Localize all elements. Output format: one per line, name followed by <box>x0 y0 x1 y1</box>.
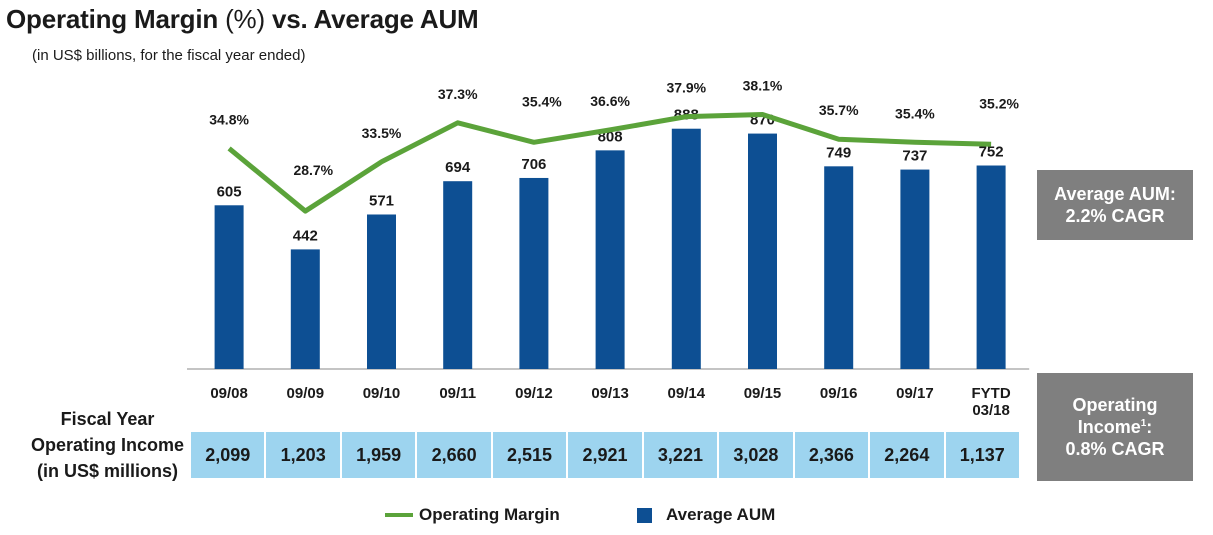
x-tick-label: 09/14 <box>668 385 706 402</box>
title-main: Operating Margin <box>6 4 219 34</box>
bar-value-label: 737 <box>902 148 927 165</box>
legend-bar-label: Average AUM <box>666 505 776 524</box>
x-tick-label: 09/09 <box>287 385 325 402</box>
line-value-label: 37.3% <box>438 86 478 102</box>
operating-income-cell: 2,921 <box>568 432 644 478</box>
operating-income-cell: 2,366 <box>794 432 871 478</box>
operating-income-cell: 1,959 <box>341 432 418 478</box>
bar-average-aum <box>214 205 244 369</box>
line-value-label: 35.4% <box>522 93 562 109</box>
x-tick-label: FYTD <box>972 385 1011 402</box>
operating-income-row-label: Fiscal Year Operating Income (in US$ mil… <box>20 406 195 484</box>
x-tick-label: 09/13 <box>591 385 629 402</box>
line-value-label: 33.5% <box>362 125 402 141</box>
bar-average-aum <box>290 249 320 369</box>
line-value-label: 36.6% <box>590 93 630 109</box>
chart-title: Operating Margin (%) vs. Average AUM <box>6 4 479 35</box>
line-value-label: 35.4% <box>895 105 935 121</box>
aum-callout-line2: 2.2% CAGR <box>1065 206 1165 226</box>
operating-margin-line <box>227 112 992 214</box>
bar-average-aum <box>671 128 701 369</box>
bar-average-aum <box>824 166 854 369</box>
operating-income-cell: 1,137 <box>945 432 1019 478</box>
operating-income-cagr-callout: Operating Income1: 0.8% CAGR <box>1037 373 1193 481</box>
row-label-line3: (in US$ millions) <box>36 461 178 481</box>
x-tick-label: 09/11 <box>439 385 476 402</box>
bar-average-aum <box>900 169 930 369</box>
operating-income-cell: 3,028 <box>719 432 795 478</box>
footnote-marker: 1 <box>1140 418 1147 429</box>
oi-callout-line2: Income1: <box>1078 416 1153 438</box>
bar-swatch-icon <box>637 507 652 523</box>
line-value-label: 37.9% <box>666 80 706 96</box>
bar-value-label: 749 <box>826 144 851 161</box>
bar-value-label: 442 <box>293 227 318 244</box>
title-rest: vs. Average AUM <box>271 4 479 34</box>
bar-value-label: 706 <box>521 156 546 173</box>
bar-value-label: 605 <box>217 183 242 200</box>
x-tick-label: 09/08 <box>210 385 248 402</box>
legend-line-label: Operating Margin <box>419 505 560 524</box>
bar-value-label: 694 <box>445 159 471 176</box>
bar-value-label: 752 <box>979 144 1004 161</box>
line-value-label: 34.8% <box>209 111 249 127</box>
legend-item-operating-margin: Operating Margin <box>385 505 560 525</box>
legend-item-average-aum: Average AUM <box>637 505 775 525</box>
bar-average-aum <box>748 133 777 369</box>
title-unit: (%) <box>225 4 265 34</box>
x-tick-label: 09/15 <box>744 385 782 402</box>
x-tick-label: 03/18 <box>972 402 1010 419</box>
line-value-label: 35.2% <box>979 95 1019 111</box>
bar-average-aum <box>595 150 625 369</box>
x-tick-label: 09/17 <box>896 385 934 402</box>
operating-income-row: 2,099 1,203 1,959 2,660 2,515 2,921 3,221 3,028… <box>191 432 1019 478</box>
line-swatch-icon <box>385 513 413 517</box>
line-value-label: 35.7% <box>819 102 859 118</box>
operating-income-cell: 2,099 <box>191 432 267 478</box>
operating-income-cell: 1,203 <box>266 432 342 478</box>
bar-average-aum <box>976 165 1006 369</box>
line-value-label: 28.7% <box>293 162 333 178</box>
aum-callout-line1: Average AUM: <box>1054 184 1176 204</box>
row-label-line1: Fiscal Year <box>60 409 155 429</box>
bar-average-aum <box>519 177 549 369</box>
oi-callout-line1: Operating <box>1072 395 1158 415</box>
row-label-line2: Operating Income <box>30 435 185 455</box>
x-tick-label: 09/10 <box>363 385 401 402</box>
oi-callout-income: Income <box>1077 417 1141 437</box>
x-tick-label: 09/16 <box>820 385 858 402</box>
oi-callout-colon: : <box>1146 417 1153 437</box>
bar-average-aum <box>367 214 396 369</box>
chart-subtitle: (in US$ billions, for the fiscal year en… <box>32 47 306 64</box>
operating-income-cell: 2,660 <box>417 432 493 478</box>
bar-average-aum <box>443 181 473 369</box>
line-value-label: 38.1% <box>743 78 783 94</box>
operating-income-cell: 2,515 <box>492 432 569 478</box>
oi-callout-line3: 0.8% CAGR <box>1065 439 1165 459</box>
x-tick-label: 09/12 <box>515 385 553 402</box>
bar-value-label: 571 <box>369 192 394 209</box>
operating-income-cell: 3,221 <box>643 432 720 478</box>
operating-income-cell: 2,264 <box>870 432 946 478</box>
aum-cagr-callout: Average AUM: 2.2% CAGR <box>1037 170 1193 240</box>
